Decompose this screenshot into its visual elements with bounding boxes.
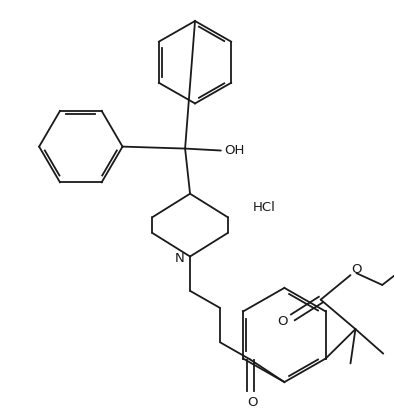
Text: N: N	[175, 252, 185, 265]
Text: O: O	[247, 396, 258, 409]
Text: HCl: HCl	[253, 201, 276, 214]
Text: O: O	[351, 263, 362, 276]
Text: O: O	[278, 315, 288, 328]
Text: OH: OH	[224, 144, 245, 157]
